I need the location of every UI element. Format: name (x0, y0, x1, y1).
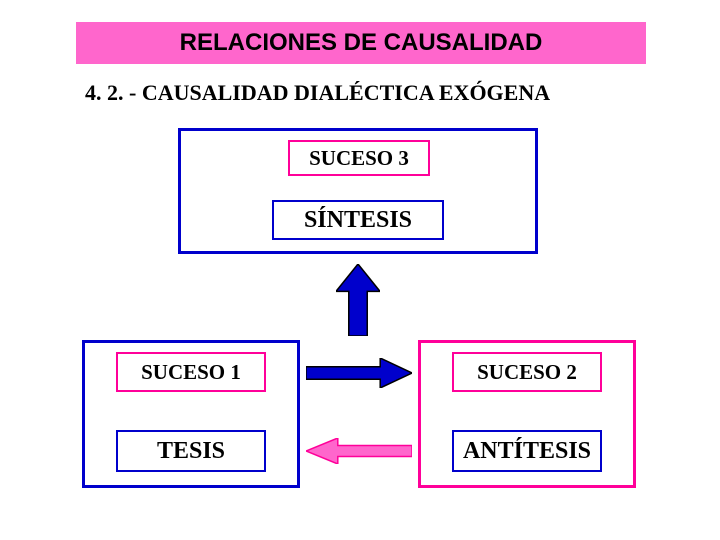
box-suceso2: SUCESO 2 (452, 352, 602, 392)
box-suceso2-label: SUCESO 2 (477, 360, 577, 385)
arrow-right-icon (306, 358, 412, 388)
box-suceso1-label: SUCESO 1 (141, 360, 241, 385)
arrow-up-icon (336, 264, 380, 336)
box-suceso3-label: SUCESO 3 (309, 146, 409, 171)
subtitle: 4. 2. - CAUSALIDAD DIALÉCTICA EXÓGENA (85, 80, 550, 106)
box-suceso1: SUCESO 1 (116, 352, 266, 392)
box-tesis-label: TESIS (157, 438, 225, 465)
title-text: RELACIONES DE CAUSALIDAD (180, 29, 543, 57)
box-antitesis-label: ANTÍTESIS (463, 438, 591, 465)
arrow-left-icon (306, 438, 412, 464)
box-antitesis: ANTÍTESIS (452, 430, 602, 472)
title-bar: RELACIONES DE CAUSALIDAD (76, 22, 646, 64)
box-sintesis: SÍNTESIS (272, 200, 444, 240)
box-sintesis-label: SÍNTESIS (304, 207, 412, 234)
box-suceso3: SUCESO 3 (288, 140, 430, 176)
box-tesis: TESIS (116, 430, 266, 472)
